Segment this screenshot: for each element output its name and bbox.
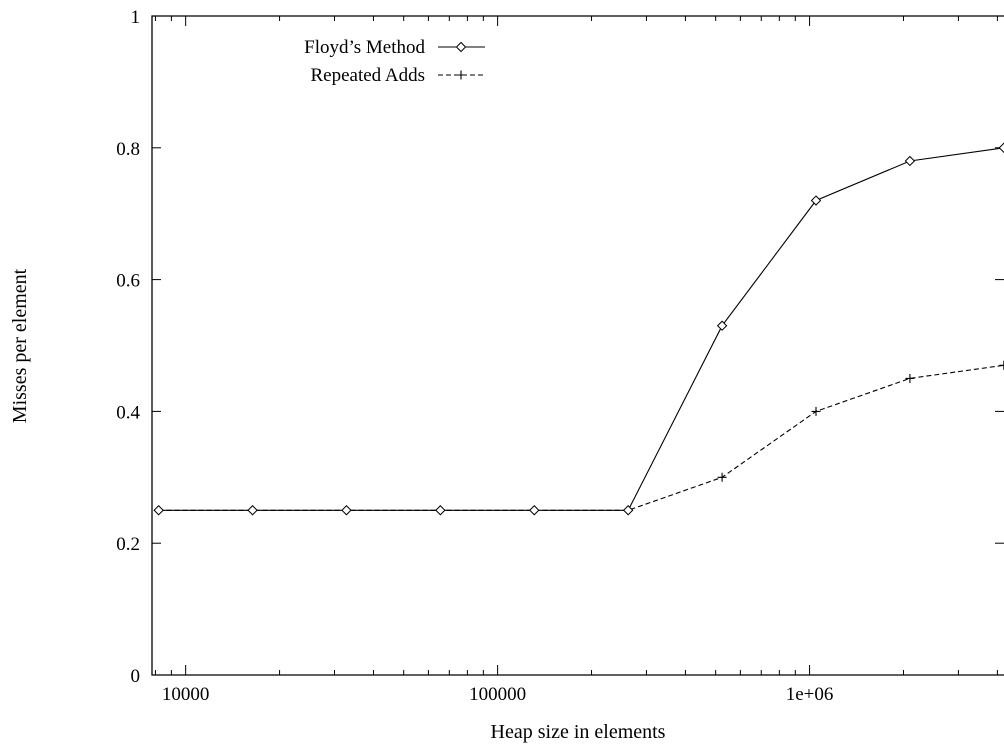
diamond-marker <box>622 505 634 516</box>
plot-frame <box>151 15 1004 676</box>
x-tick-label: 100000 <box>469 684 526 705</box>
legend-label: Floyd’s Method <box>304 37 425 58</box>
diamond-marker <box>455 41 467 53</box>
diamond-marker <box>435 505 446 516</box>
y-tick-label: 0.8 <box>116 139 140 160</box>
series-layer <box>153 142 1004 516</box>
y-tick-label: 0.4 <box>116 402 140 423</box>
x-tick-label: 1e+06 <box>786 684 834 705</box>
y-tick-label: 0.2 <box>116 534 140 555</box>
diamond-marker <box>904 155 916 167</box>
diamond-marker <box>810 195 822 206</box>
x-axis-label: Heap size in elements <box>491 721 666 743</box>
plus-marker <box>717 472 727 482</box>
y-tick-label: 1 <box>131 7 141 28</box>
plus-marker <box>905 373 915 383</box>
plus-marker <box>456 70 466 80</box>
diamond-marker <box>716 320 728 331</box>
plus-marker <box>999 360 1004 370</box>
series-line <box>158 364 1004 511</box>
series-line <box>158 147 1004 511</box>
y-axis-label: Misses per element <box>9 268 31 423</box>
diamond-marker <box>247 505 258 516</box>
diamond-marker <box>529 505 540 516</box>
legend-label: Repeated Adds <box>310 65 425 86</box>
x-tick-label: 10000 <box>162 684 210 705</box>
y-tick-label: 0 <box>131 666 141 687</box>
diamond-marker <box>998 142 1004 154</box>
diamond-marker <box>341 505 352 516</box>
y-tick-label: 0.6 <box>116 271 140 292</box>
series-0 <box>153 142 1004 516</box>
legend: Floyd’s Method Repeated Adds <box>304 37 485 86</box>
plus-marker <box>811 406 821 416</box>
series-1 <box>154 360 1004 515</box>
plot-axes: 0 0.2 0.4 0.6 0.8 1 10000 100000 1e+06 <box>116 7 1004 705</box>
diamond-marker <box>153 505 164 516</box>
